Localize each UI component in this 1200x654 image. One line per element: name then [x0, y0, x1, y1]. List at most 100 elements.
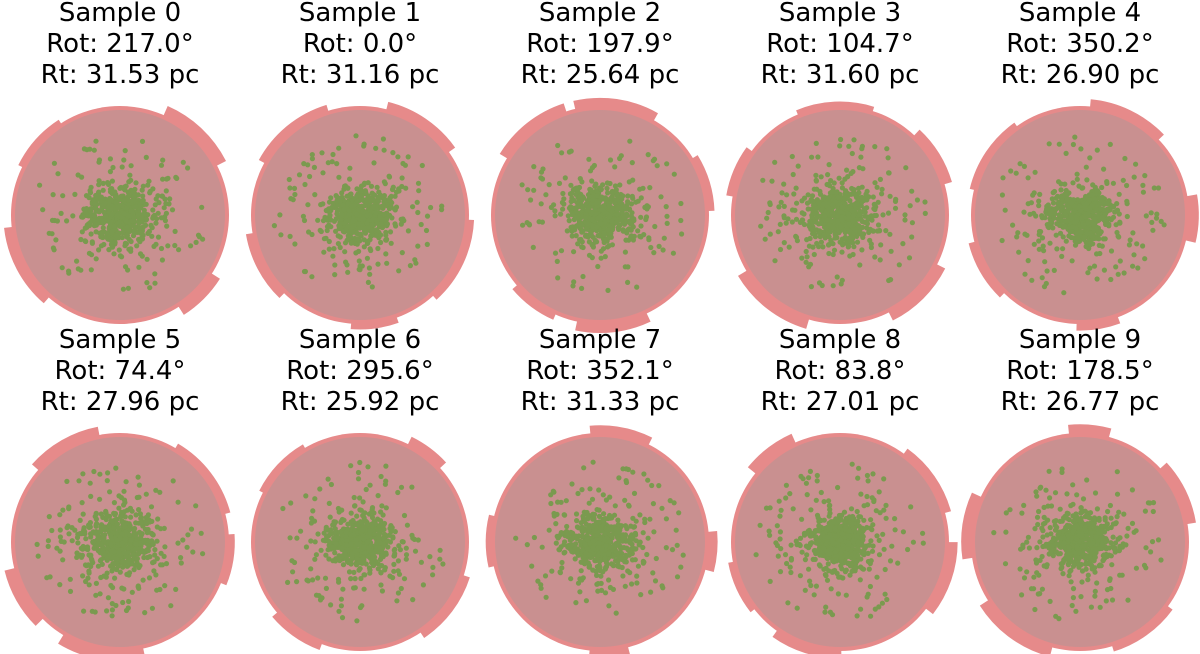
star-point — [834, 274, 840, 280]
star-point — [101, 201, 107, 207]
star-point — [614, 192, 620, 198]
star-point — [321, 530, 327, 536]
star-point — [358, 507, 364, 513]
star-point — [369, 284, 375, 290]
star-point — [121, 157, 127, 163]
star-point — [777, 246, 784, 253]
star-point — [369, 222, 375, 228]
star-point — [124, 232, 130, 238]
star-point — [123, 479, 129, 485]
star-point — [162, 196, 168, 202]
star-point — [818, 174, 824, 180]
star-point — [626, 552, 632, 558]
star-point — [361, 544, 367, 550]
star-point — [1044, 222, 1050, 228]
star-point — [170, 478, 176, 484]
star-point — [131, 229, 137, 235]
star-point — [1010, 222, 1016, 228]
star-point — [364, 220, 370, 226]
star-point — [601, 552, 608, 558]
star-point — [348, 463, 354, 469]
star-point — [1108, 248, 1115, 254]
star-point — [906, 255, 913, 261]
star-point — [367, 567, 373, 573]
star-point — [285, 579, 291, 585]
star-point — [559, 199, 565, 206]
star-point — [375, 261, 381, 267]
star-point — [1101, 217, 1107, 223]
star-point — [150, 532, 156, 538]
disk-plot — [4, 426, 235, 654]
star-point — [396, 268, 402, 274]
star-point — [519, 182, 525, 188]
star-point — [379, 503, 385, 509]
star-point — [1158, 218, 1164, 224]
star-point — [618, 217, 624, 223]
star-point — [1042, 259, 1048, 265]
star-point — [598, 573, 604, 579]
star-point — [539, 176, 546, 182]
star-point — [308, 520, 314, 526]
star-point — [634, 573, 640, 579]
star-point — [1000, 175, 1006, 181]
star-point — [1135, 265, 1141, 271]
star-point — [139, 138, 146, 144]
star-point — [81, 146, 87, 152]
star-point — [173, 174, 179, 180]
star-point — [124, 224, 130, 230]
star-point — [163, 561, 170, 567]
star-point — [172, 242, 178, 249]
star-point — [1064, 192, 1070, 198]
star-point — [348, 240, 354, 246]
star-point — [584, 511, 590, 517]
star-point — [1151, 185, 1157, 191]
disk-plot — [4, 106, 229, 324]
star-point — [1092, 196, 1098, 202]
star-point — [528, 197, 534, 203]
star-point — [336, 579, 342, 585]
star-point — [146, 228, 152, 235]
star-point — [395, 154, 401, 160]
panel-title: Sample 0 Rot: 217.0° Rt: 31.53 pc — [0, 0, 240, 91]
star-point — [837, 209, 843, 215]
star-point — [559, 565, 565, 571]
star-point — [914, 197, 920, 203]
star-point — [178, 560, 184, 566]
star-point — [360, 512, 366, 518]
star-point — [350, 218, 356, 224]
star-point — [859, 232, 865, 238]
star-point — [326, 222, 332, 228]
star-point — [1043, 207, 1050, 213]
star-point — [858, 154, 864, 160]
panel-sample-8: Sample 8 Rot: 83.8° Rt: 27.01 pc — [720, 325, 960, 654]
star-point — [384, 260, 390, 266]
star-point — [615, 517, 621, 523]
star-point — [384, 221, 390, 227]
star-point — [583, 598, 589, 604]
star-point — [622, 583, 628, 589]
star-point — [661, 235, 667, 241]
star-point — [607, 584, 613, 591]
star-point — [813, 178, 819, 184]
star-point — [381, 211, 387, 217]
star-point — [165, 243, 171, 249]
star-point — [590, 545, 596, 551]
star-point — [644, 551, 650, 558]
star-point — [999, 237, 1005, 244]
star-point — [1143, 213, 1149, 219]
star-point — [45, 538, 52, 544]
tidal-wedge — [726, 147, 757, 198]
star-point — [320, 170, 326, 176]
star-point — [654, 163, 660, 169]
star-point — [571, 249, 577, 255]
star-point — [347, 176, 353, 182]
star-point — [133, 532, 139, 538]
star-point — [393, 189, 400, 195]
star-point — [807, 261, 814, 267]
tidal-radius-label: Rt: 27.96 pc — [40, 387, 200, 417]
star-point — [112, 575, 118, 581]
star-point — [153, 241, 159, 247]
star-point — [1148, 210, 1154, 216]
star-point — [107, 169, 113, 175]
sample-label: Sample 0 — [58, 0, 182, 28]
